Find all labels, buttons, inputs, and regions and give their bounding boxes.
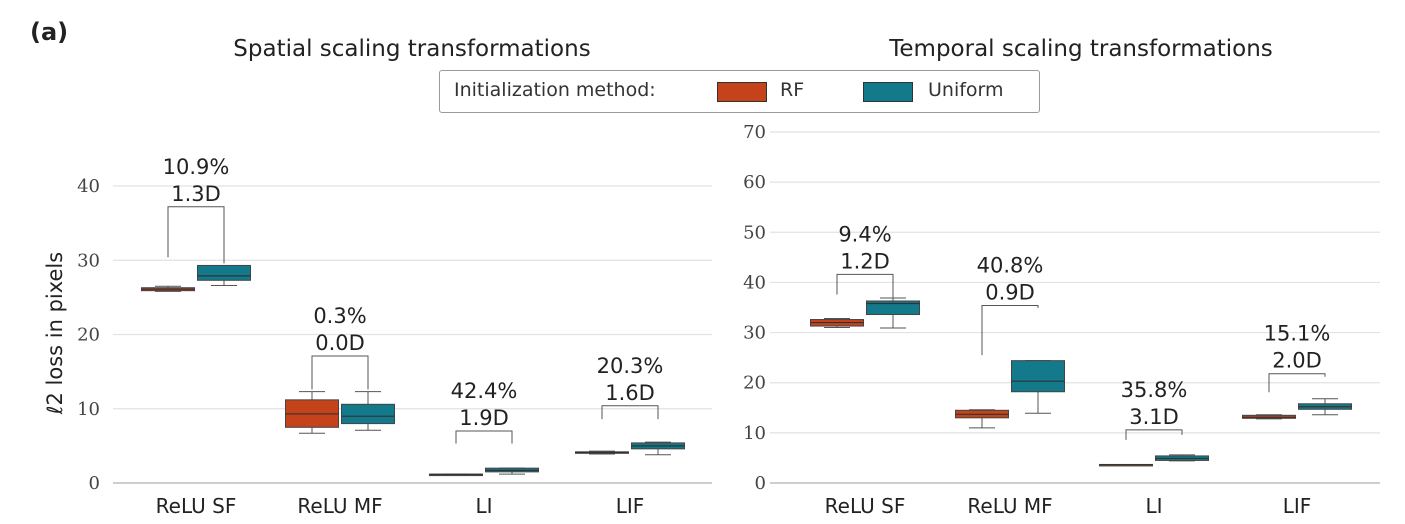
legend-label-rf: RF (780, 79, 805, 101)
x-tick-label: LI (475, 494, 492, 518)
box-body (866, 300, 920, 316)
annotation-percent: 15.1% (1264, 322, 1331, 346)
annotation-percent: 35.8% (1121, 378, 1188, 402)
box-body (197, 264, 251, 281)
box-uniform (1155, 454, 1209, 462)
annotation: 3.1D 35.8% (1121, 378, 1188, 440)
y-tick-label: 30 (743, 323, 766, 344)
annotation-effect-size: 1.9D (459, 406, 509, 430)
annotation-percent: 20.3% (597, 354, 664, 378)
box-rf (955, 409, 1009, 429)
box-rf (810, 318, 864, 329)
y-tick-label: 40 (743, 272, 766, 293)
box-uniform (1011, 360, 1065, 414)
x-tick-label: ReLU SF (156, 494, 237, 518)
annotation-percent: 42.4% (451, 379, 518, 403)
box-uniform (631, 441, 685, 456)
box-uniform (197, 264, 251, 286)
legend-swatch-rf (717, 82, 767, 102)
box-rf (575, 450, 629, 455)
annotation-effect-size: 1.3D (171, 182, 221, 206)
y-tick-label: 70 (743, 122, 766, 143)
annotation: 0.9D 40.8% (977, 253, 1044, 356)
annotation-effect-size: 0.9D (985, 280, 1035, 304)
y-tick-label: 10 (743, 423, 766, 444)
annotation-percent: 10.9% (163, 155, 230, 179)
y-tick-label: 0 (89, 473, 100, 494)
y-tick-label: 60 (743, 172, 766, 193)
y-tick-label: 20 (77, 325, 100, 346)
box-rf (1242, 414, 1296, 420)
y-tick-label: 0 (755, 473, 766, 494)
y-tick-label: 40 (77, 176, 100, 197)
y-tick-label: 30 (77, 250, 100, 271)
y-tick-label: 10 (77, 399, 100, 420)
bracket (601, 405, 659, 420)
x-tick-label: LI (1145, 494, 1162, 518)
chart-spatial: Spatial scaling transformations 0 10 20 30 40… (43, 36, 712, 518)
annotation: 1.9D 42.4% (451, 379, 518, 444)
box-body (1011, 360, 1065, 393)
annotation: 1.2D 9.4% (836, 222, 894, 298)
bracket (311, 355, 369, 390)
box-rf (285, 391, 339, 434)
y-tick-label: 20 (743, 373, 766, 394)
box-rf (429, 473, 483, 477)
x-tick-label: ReLU SF (825, 494, 906, 518)
box-uniform (341, 391, 395, 431)
bracket (455, 430, 513, 444)
annotation-effect-size: 3.1D (1129, 405, 1179, 429)
chart-title: Spatial scaling transformations (233, 36, 590, 62)
x-tick-label: ReLU MF (967, 494, 1052, 518)
bracket (167, 206, 225, 264)
annotation-percent: 9.4% (838, 222, 891, 246)
annotation: 1.6D 20.3% (597, 354, 664, 420)
annotation-effect-size: 2.0D (1272, 349, 1322, 373)
legend-title: Initialization method: (454, 79, 656, 101)
panel-label: (a) (30, 18, 69, 46)
x-tick-label: LIF (616, 494, 645, 518)
y-tick-label: 50 (743, 222, 766, 243)
box-uniform (1298, 398, 1352, 416)
legend-swatch-uniform (863, 82, 913, 102)
x-tick-label: ReLU MF (297, 494, 382, 518)
chart-temporal: Temporal scaling transformations 0 10 20 30 4… (743, 36, 1380, 518)
x-tick-label: LIF (1283, 494, 1312, 518)
annotation: 0.0D 0.3% (311, 304, 369, 390)
annotation: 2.0D 15.1% (1264, 322, 1331, 393)
legend: Initialization method: RF Uniform (439, 70, 1040, 113)
annotation-percent: 40.8% (977, 253, 1044, 277)
box-body (341, 403, 395, 425)
annotation: 1.3D 10.9% (163, 155, 230, 264)
box-uniform (485, 467, 539, 475)
bracket (836, 273, 894, 298)
bracket (1125, 429, 1183, 440)
y-axis-label: ℓ2 loss in pixels (43, 252, 67, 415)
annotation-effect-size: 0.0D (315, 331, 365, 355)
annotation-effect-size: 1.2D (840, 249, 890, 273)
box-rf (1099, 463, 1153, 467)
bracket (981, 304, 1039, 356)
annotation-percent: 0.3% (313, 304, 366, 328)
chart-title: Temporal scaling transformations (888, 36, 1273, 62)
bracket (1268, 373, 1326, 393)
annotation-effect-size: 1.6D (605, 381, 655, 405)
box-uniform (866, 297, 920, 329)
box-rf (141, 285, 195, 292)
legend-label-uniform: Uniform (928, 79, 1004, 101)
